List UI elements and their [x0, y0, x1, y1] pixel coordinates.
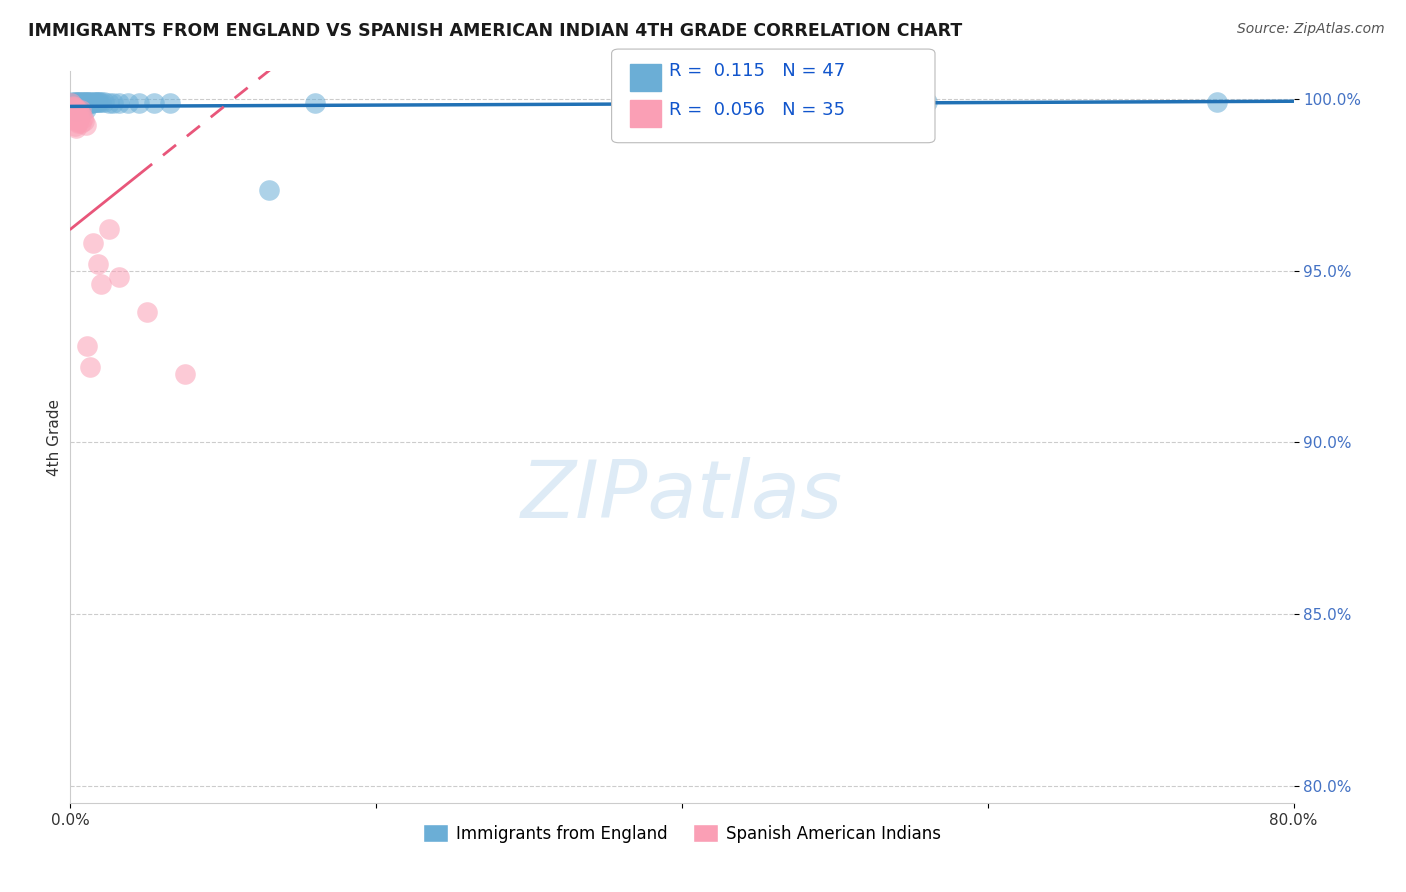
Point: [62, 98, 84, 112]
Point: [73, 95, 96, 110]
Point: [60, 106, 83, 120]
Point: [65, 102, 87, 116]
Point: [174, 367, 197, 381]
Point: [93, 95, 115, 110]
Point: [62, 95, 84, 110]
Point: [72, 95, 94, 110]
Point: [101, 95, 124, 110]
Point: [65, 121, 87, 136]
Point: [73, 97, 96, 112]
Point: [60, 100, 83, 114]
Point: [76, 97, 98, 112]
Point: [89, 95, 111, 109]
Point: [70, 98, 93, 112]
Point: [63, 106, 86, 120]
Point: [70, 95, 93, 110]
Point: [75, 102, 97, 116]
Point: [90, 277, 112, 292]
Point: [66, 116, 89, 130]
Text: Source: ZipAtlas.com: Source: ZipAtlas.com: [1237, 22, 1385, 37]
Point: [108, 95, 131, 110]
Point: [143, 95, 166, 110]
Point: [79, 95, 101, 110]
Point: [70, 116, 93, 130]
Point: [73, 114, 96, 128]
Point: [257, 183, 280, 197]
Point: [75, 97, 97, 112]
Point: [76, 339, 98, 353]
Point: [108, 270, 131, 285]
Point: [83, 95, 105, 110]
Point: [159, 95, 181, 110]
Text: R =  0.115   N = 47: R = 0.115 N = 47: [669, 62, 845, 80]
Point: [60, 95, 83, 110]
Text: ZIPatlas: ZIPatlas: [520, 457, 844, 534]
Point: [117, 96, 139, 111]
Point: [65, 103, 87, 118]
Point: [97, 95, 120, 110]
Point: [87, 257, 110, 271]
Point: [75, 118, 97, 132]
Point: [82, 235, 104, 250]
Point: [66, 95, 89, 110]
Point: [65, 95, 87, 110]
Point: [82, 95, 104, 110]
Point: [97, 222, 120, 236]
Point: [69, 112, 91, 126]
Point: [79, 359, 101, 374]
Point: [80, 95, 103, 110]
Point: [63, 99, 86, 113]
Point: [70, 108, 93, 122]
Point: [60, 95, 83, 110]
Point: [69, 104, 91, 119]
Point: [62, 104, 84, 119]
Point: [63, 95, 86, 110]
Point: [66, 103, 89, 117]
Point: [76, 95, 98, 110]
Point: [65, 114, 87, 128]
Point: [77, 96, 100, 111]
Text: R =  0.056   N = 35: R = 0.056 N = 35: [669, 101, 845, 119]
Point: [128, 95, 150, 110]
Point: [90, 95, 112, 110]
Point: [135, 304, 157, 318]
Y-axis label: 4th Grade: 4th Grade: [46, 399, 62, 475]
Point: [60, 100, 83, 114]
Point: [63, 119, 86, 133]
Point: [75, 95, 97, 110]
Legend: Immigrants from England, Spanish American Indians: Immigrants from England, Spanish America…: [416, 818, 948, 849]
Text: IMMIGRANTS FROM ENGLAND VS SPANISH AMERICAN INDIAN 4TH GRADE CORRELATION CHART: IMMIGRANTS FROM ENGLAND VS SPANISH AMERI…: [28, 22, 962, 40]
Point: [1206, 95, 1229, 110]
Point: [63, 100, 86, 114]
Point: [62, 102, 84, 116]
Point: [72, 98, 94, 112]
Point: [60, 112, 83, 126]
Point: [304, 95, 326, 110]
Point: [87, 95, 110, 109]
Point: [62, 111, 84, 125]
Point: [69, 95, 91, 110]
Point: [70, 103, 93, 117]
Point: [66, 109, 89, 123]
Point: [84, 95, 107, 110]
Point: [65, 99, 87, 113]
Point: [63, 112, 86, 127]
Point: [66, 98, 89, 112]
Point: [65, 108, 87, 122]
Point: [77, 95, 100, 110]
Point: [915, 95, 938, 110]
Point: [66, 103, 89, 117]
Point: [72, 111, 94, 125]
Point: [69, 98, 91, 112]
